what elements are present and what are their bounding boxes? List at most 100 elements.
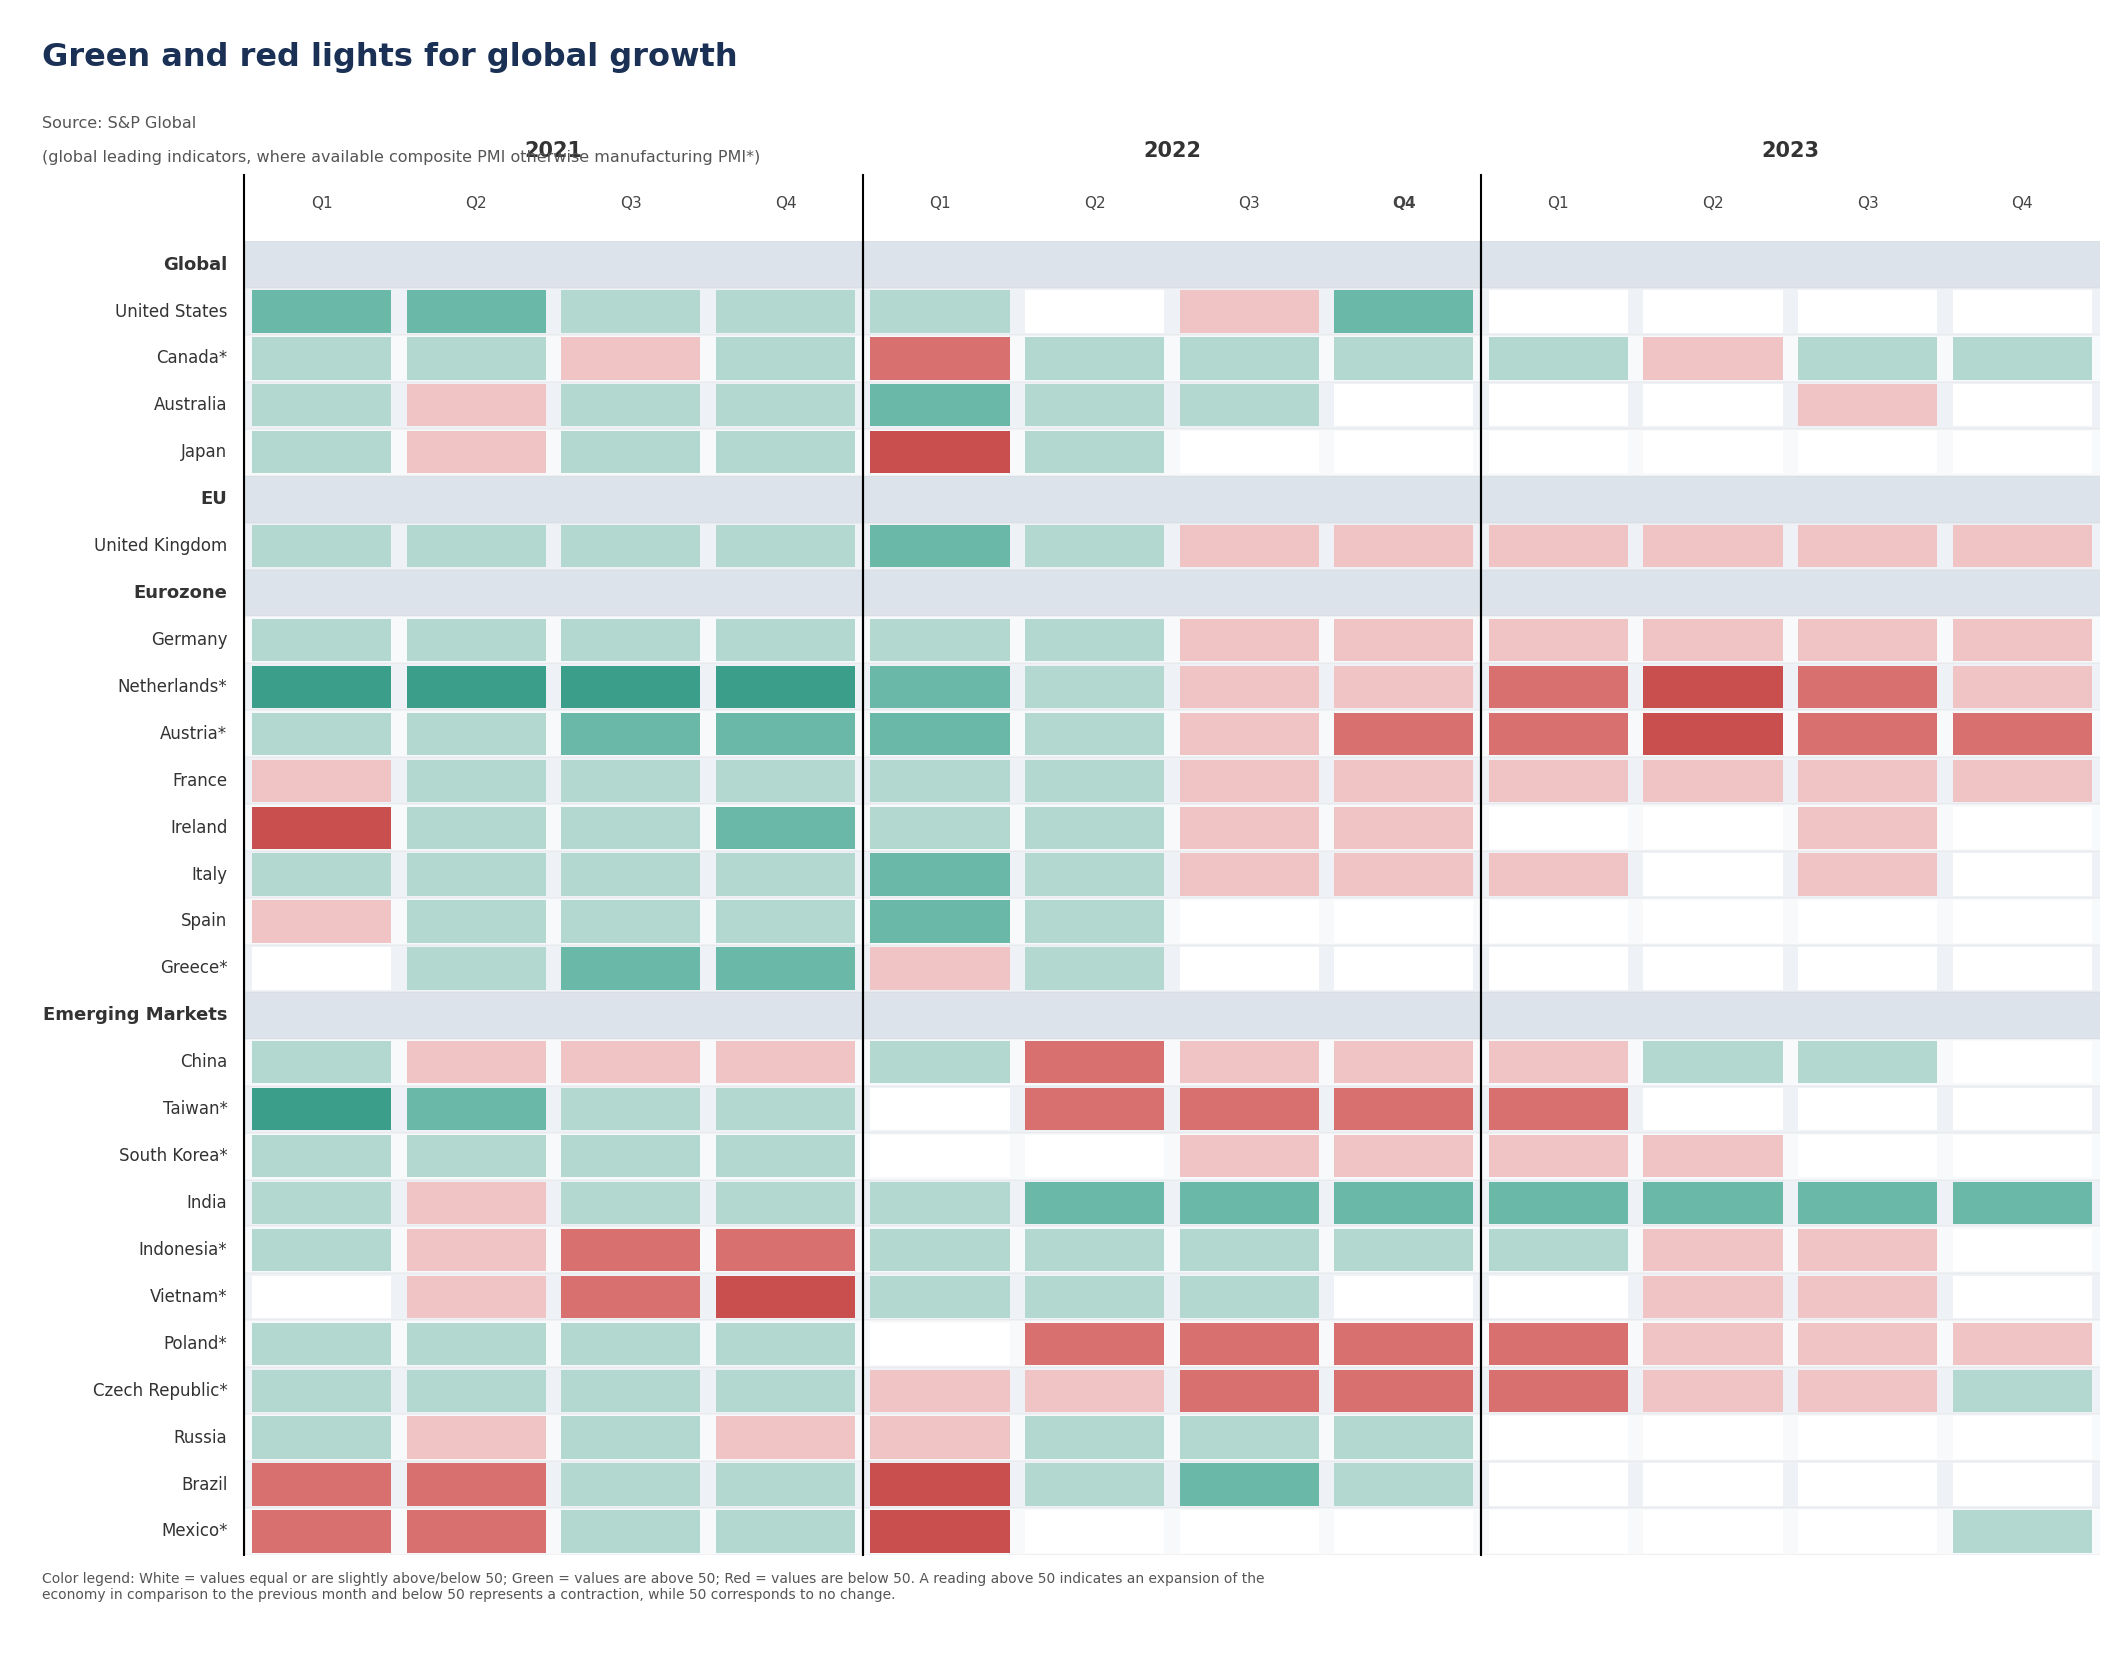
Bar — [1024, 900, 1164, 943]
Text: Canada*: Canada* — [155, 349, 227, 368]
Bar — [561, 384, 701, 426]
Text: Italy: Italy — [191, 865, 227, 883]
Bar — [406, 384, 546, 426]
Bar — [244, 1227, 2100, 1274]
Bar — [1798, 526, 1938, 567]
Bar — [1024, 384, 1164, 426]
Bar — [561, 431, 701, 474]
Bar — [1953, 619, 2091, 662]
Bar — [716, 665, 854, 708]
Bar — [1024, 948, 1164, 989]
Bar — [244, 1133, 2100, 1179]
Bar — [1490, 853, 1628, 896]
Text: Germany: Germany — [151, 630, 227, 649]
Bar — [406, 1182, 546, 1224]
Bar — [716, 1041, 854, 1083]
Bar — [1490, 1134, 1628, 1177]
Bar — [1024, 1510, 1164, 1553]
Bar — [1334, 1088, 1473, 1131]
Bar — [1643, 807, 1783, 848]
Bar — [1334, 619, 1473, 662]
Bar — [1643, 948, 1783, 989]
Text: Q4: Q4 — [1392, 196, 1415, 211]
Bar — [1953, 1088, 2091, 1131]
Text: Global: Global — [164, 256, 227, 274]
Bar — [1490, 807, 1628, 848]
Bar — [1490, 431, 1628, 474]
Bar — [244, 1508, 2100, 1555]
Bar — [1024, 619, 1164, 662]
Bar — [253, 1088, 391, 1131]
Bar — [244, 382, 2100, 429]
Bar — [1798, 1182, 1938, 1224]
Bar — [1798, 1510, 1938, 1553]
Bar — [406, 619, 546, 662]
Bar — [1024, 853, 1164, 896]
Bar — [1179, 1510, 1320, 1553]
Text: Source: S&P Global: Source: S&P Global — [42, 116, 198, 131]
Bar — [1334, 853, 1473, 896]
Bar — [1798, 900, 1938, 943]
Text: Russia: Russia — [174, 1429, 227, 1447]
Bar — [406, 948, 546, 989]
Bar — [406, 1041, 546, 1083]
Text: Q2: Q2 — [465, 196, 487, 211]
Bar — [1179, 760, 1320, 802]
Bar — [1643, 665, 1783, 708]
Bar — [1798, 1229, 1938, 1271]
Bar — [244, 1367, 2100, 1414]
Bar — [1953, 1229, 2091, 1271]
Bar — [1334, 1229, 1473, 1271]
Bar — [1490, 665, 1628, 708]
Text: Greece*: Greece* — [159, 960, 227, 978]
Bar — [561, 853, 701, 896]
Text: Australia: Australia — [153, 396, 227, 414]
Bar — [253, 900, 391, 943]
Bar — [1643, 1322, 1783, 1365]
Bar — [716, 853, 854, 896]
Bar — [1179, 526, 1320, 567]
Bar — [1643, 853, 1783, 896]
Bar — [561, 1182, 701, 1224]
Bar — [716, 760, 854, 802]
Bar — [1643, 384, 1783, 426]
Bar — [406, 431, 546, 474]
Text: Q2: Q2 — [1702, 196, 1723, 211]
Bar — [1953, 900, 2091, 943]
Bar — [1490, 1417, 1628, 1458]
Bar — [244, 429, 2100, 476]
Bar — [716, 1463, 854, 1505]
Bar — [1953, 431, 2091, 474]
Bar — [1024, 713, 1164, 755]
Bar — [1334, 1276, 1473, 1319]
Bar — [1024, 1370, 1164, 1412]
Bar — [561, 1370, 701, 1412]
Text: Netherlands*: Netherlands* — [117, 679, 227, 695]
Bar — [1179, 1041, 1320, 1083]
Bar — [1334, 900, 1473, 943]
Bar — [253, 665, 391, 708]
Bar — [1953, 948, 2091, 989]
Bar — [1334, 338, 1473, 379]
Bar — [244, 288, 2100, 334]
Bar — [1798, 1088, 1938, 1131]
Bar — [561, 713, 701, 755]
Bar — [1798, 807, 1938, 848]
Bar — [253, 291, 391, 333]
Bar — [561, 665, 701, 708]
Bar — [1643, 1463, 1783, 1505]
Bar — [561, 338, 701, 379]
Bar — [1798, 384, 1938, 426]
Bar — [716, 431, 854, 474]
Text: Czech Republic*: Czech Republic* — [94, 1382, 227, 1400]
Bar — [1490, 1463, 1628, 1505]
Bar — [1024, 338, 1164, 379]
Text: EU: EU — [200, 491, 227, 509]
Text: Japan: Japan — [181, 444, 227, 461]
Bar — [244, 1414, 2100, 1462]
Bar — [244, 476, 2100, 522]
Text: Mexico*: Mexico* — [162, 1522, 227, 1540]
Bar — [871, 384, 1009, 426]
Text: Green and red lights for global growth: Green and red lights for global growth — [42, 42, 737, 73]
Bar — [1490, 760, 1628, 802]
